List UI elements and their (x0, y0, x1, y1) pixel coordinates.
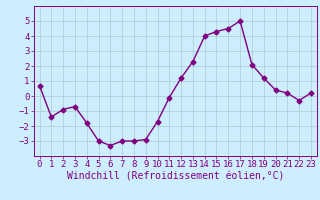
X-axis label: Windchill (Refroidissement éolien,°C): Windchill (Refroidissement éolien,°C) (67, 172, 284, 182)
